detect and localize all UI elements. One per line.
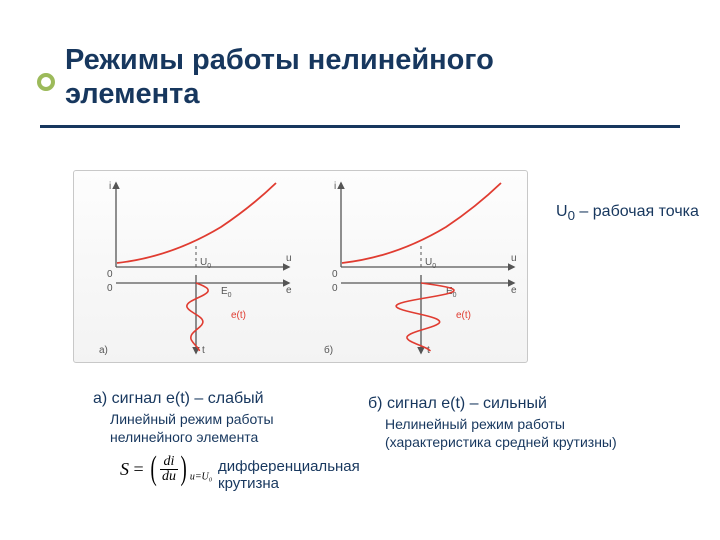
- formula-label: дифференциальнаякрутизна: [218, 458, 360, 493]
- svg-text:e(t): e(t): [231, 310, 246, 321]
- svg-text:0: 0: [332, 283, 338, 294]
- svg-text:e: e: [511, 285, 517, 296]
- plot-a: i u 0 U0 0 e t E0 e(t) а): [81, 175, 301, 359]
- caption-a: а) сигнал e(t) – слабый: [93, 390, 264, 408]
- svg-text:а): а): [99, 345, 108, 356]
- svg-text:E0: E0: [221, 286, 232, 299]
- plot-b: iu0U00etE0e(t)б): [306, 175, 526, 359]
- caption-b: б) сигнал e(t) – сильный: [368, 395, 547, 413]
- svg-text:U0: U0: [425, 257, 436, 270]
- svg-text:U0: U0: [200, 257, 211, 270]
- svg-text:0: 0: [107, 283, 113, 294]
- svg-text:t: t: [202, 345, 205, 356]
- svg-text:i: i: [109, 181, 111, 192]
- formula: S = ( di du )u=U₀: [120, 456, 212, 486]
- svg-text:e(t): e(t): [456, 310, 471, 321]
- title-bullet: [37, 73, 55, 91]
- svg-text:б): б): [324, 344, 333, 356]
- plots-container: i u 0 U0 0 e t E0 e(t) а) i u 0 U0 0 e t E0 e(t) б): [73, 170, 528, 363]
- title-underline: [40, 125, 680, 128]
- svg-text:0: 0: [332, 269, 338, 280]
- svg-text:u: u: [286, 253, 292, 264]
- svg-text:0: 0: [107, 269, 113, 280]
- svg-text:i: i: [334, 181, 336, 192]
- slide-title: Режимы работы нелинейногоэлемента: [65, 43, 494, 111]
- caption-b-sub: Нелинейный режим работы(характеристика с…: [385, 416, 617, 451]
- svg-text:e: e: [286, 285, 292, 296]
- svg-text:u: u: [511, 253, 517, 264]
- u0-note: U0 – рабочая точка: [556, 203, 699, 223]
- caption-a-sub: Линейный режим работынелинейного элемент…: [110, 411, 274, 446]
